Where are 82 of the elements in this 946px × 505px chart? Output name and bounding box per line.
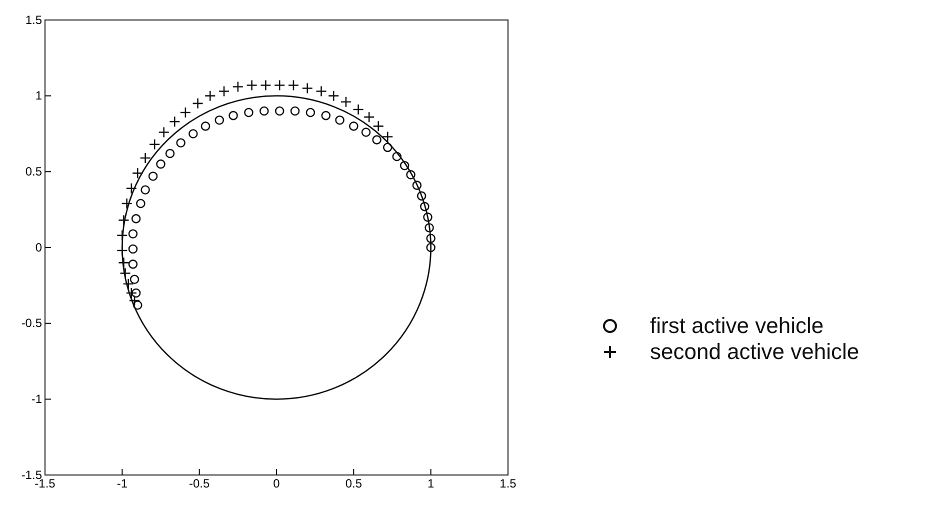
- point: [382, 131, 394, 142]
- point: [148, 172, 158, 181]
- y-tick-label: 1: [35, 88, 42, 103]
- point: [214, 115, 224, 125]
- point: [118, 257, 130, 268]
- point: [140, 185, 150, 195]
- point: [424, 223, 434, 232]
- point: [335, 115, 344, 125]
- point: [423, 212, 432, 222]
- point: [426, 242, 436, 252]
- point: [132, 300, 142, 310]
- point: [200, 122, 210, 131]
- point: [400, 160, 410, 170]
- point: [116, 230, 128, 242]
- point: [260, 106, 269, 116]
- x-tick-label: 1: [427, 476, 434, 491]
- y-tick-label: 1.5: [25, 12, 42, 27]
- point: [321, 110, 331, 120]
- point: [382, 142, 392, 152]
- point: [406, 170, 416, 180]
- point: [288, 80, 300, 91]
- point: [340, 96, 352, 108]
- point: [361, 128, 371, 137]
- point: [352, 104, 364, 116]
- point: [131, 214, 141, 224]
- point: [120, 268, 131, 279]
- point: [416, 191, 426, 201]
- y-tick-label: -0.5: [21, 316, 42, 330]
- legend-label: second active vehicle: [650, 339, 860, 364]
- point: [132, 168, 144, 179]
- point: [372, 120, 384, 132]
- point: [118, 214, 130, 226]
- point: [306, 108, 316, 118]
- point: [290, 106, 300, 116]
- point: [420, 202, 430, 212]
- y-tick-label: 0.5: [25, 164, 42, 179]
- point: [126, 182, 138, 194]
- point: [180, 106, 192, 118]
- point: [168, 116, 180, 128]
- point: [204, 90, 216, 102]
- y-tick-label: 0: [35, 240, 42, 254]
- point: [140, 152, 151, 164]
- point: [274, 106, 284, 116]
- y-tick-label: -1: [31, 392, 42, 406]
- point: [128, 229, 138, 238]
- x-tick-label: 0: [273, 476, 280, 491]
- x-tick-label: 1.5: [500, 476, 517, 491]
- point: [302, 82, 314, 94]
- legend-label: first active vehicle: [650, 313, 824, 338]
- point: [136, 198, 146, 208]
- x-tick-label: 0.5: [345, 476, 362, 491]
- point: [121, 198, 132, 210]
- point: [392, 152, 402, 162]
- point: [349, 122, 358, 131]
- point: [426, 234, 436, 244]
- point: [260, 80, 272, 91]
- point: [412, 180, 422, 190]
- point: [165, 148, 175, 158]
- point: [130, 274, 140, 284]
- point: [246, 80, 258, 91]
- point: [232, 81, 244, 92]
- point: [176, 138, 186, 148]
- point: [156, 159, 166, 169]
- point: [116, 244, 128, 256]
- point: [218, 86, 230, 97]
- point: [128, 260, 138, 269]
- point: [192, 98, 204, 110]
- point: [274, 80, 286, 91]
- point: [188, 129, 198, 138]
- x-tick-label: -0.5: [188, 476, 210, 491]
- point: [122, 278, 134, 290]
- point: [158, 126, 170, 138]
- point: [128, 244, 138, 254]
- point: [372, 135, 382, 144]
- point: [363, 111, 375, 123]
- point: [228, 110, 238, 120]
- point: [131, 288, 141, 298]
- x-tick-label: -1: [116, 476, 128, 491]
- point: [328, 90, 340, 102]
- point: [244, 108, 254, 118]
- point: [148, 138, 160, 150]
- point: [316, 86, 327, 97]
